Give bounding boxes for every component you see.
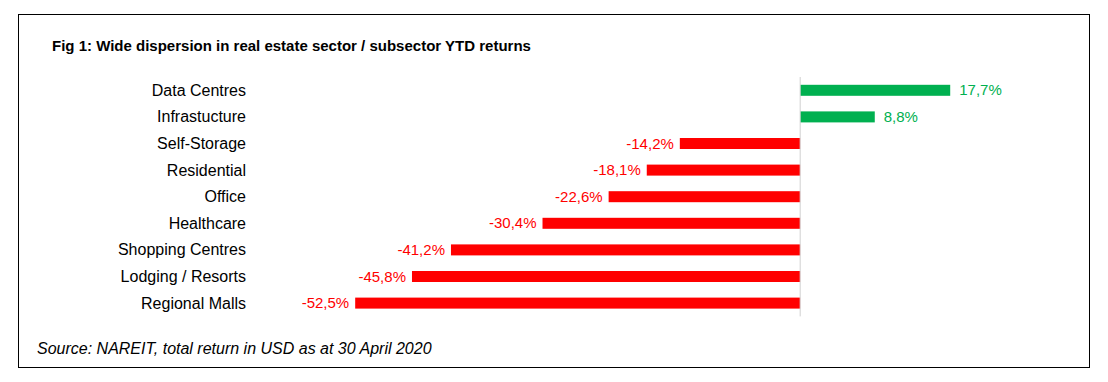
category-label: Data Centres <box>152 82 246 99</box>
bar <box>355 298 800 309</box>
category-label: Residential <box>167 162 246 179</box>
data-label: -30,4% <box>489 214 537 231</box>
bar <box>800 111 875 122</box>
bar <box>609 191 801 202</box>
bar <box>412 271 800 282</box>
frame <box>19 15 1090 368</box>
bars <box>355 85 950 309</box>
zero-line <box>800 77 801 316</box>
category-label: Shopping Centres <box>118 241 246 258</box>
bar <box>451 244 800 255</box>
data-label: -45,8% <box>358 268 406 285</box>
title: Fig 1: Wide dispersion in real estate se… <box>52 37 531 54</box>
bar <box>647 165 800 176</box>
data-label: -22,6% <box>555 188 603 205</box>
chart-svg: Fig 1: Wide dispersion in real estate se… <box>0 0 1108 382</box>
category-label: Regional Malls <box>141 295 246 312</box>
chart-container: Fig 1: Wide dispersion in real estate se… <box>0 0 1108 382</box>
bar <box>800 85 950 96</box>
data-label: -18,1% <box>593 161 641 178</box>
category-label: Self-Storage <box>157 135 246 152</box>
category-label: Healthcare <box>169 215 246 232</box>
data-label: 17,7% <box>959 81 1002 98</box>
data-label: -52,5% <box>302 294 350 311</box>
data-label: 8,8% <box>884 108 918 125</box>
category-label: Infrastucture <box>157 108 246 125</box>
bar <box>543 218 801 229</box>
bar <box>680 138 800 149</box>
category-label: Office <box>205 188 247 205</box>
category-label: Lodging / Resorts <box>121 268 246 285</box>
data-label: -41,2% <box>397 241 445 258</box>
data-label: -14,2% <box>626 135 674 152</box>
source: Source: NAREIT, total return in USD as a… <box>37 340 432 357</box>
labels: Data Centres 17,7% Infrastucture 8,8% Self-S… <box>118 81 1002 311</box>
